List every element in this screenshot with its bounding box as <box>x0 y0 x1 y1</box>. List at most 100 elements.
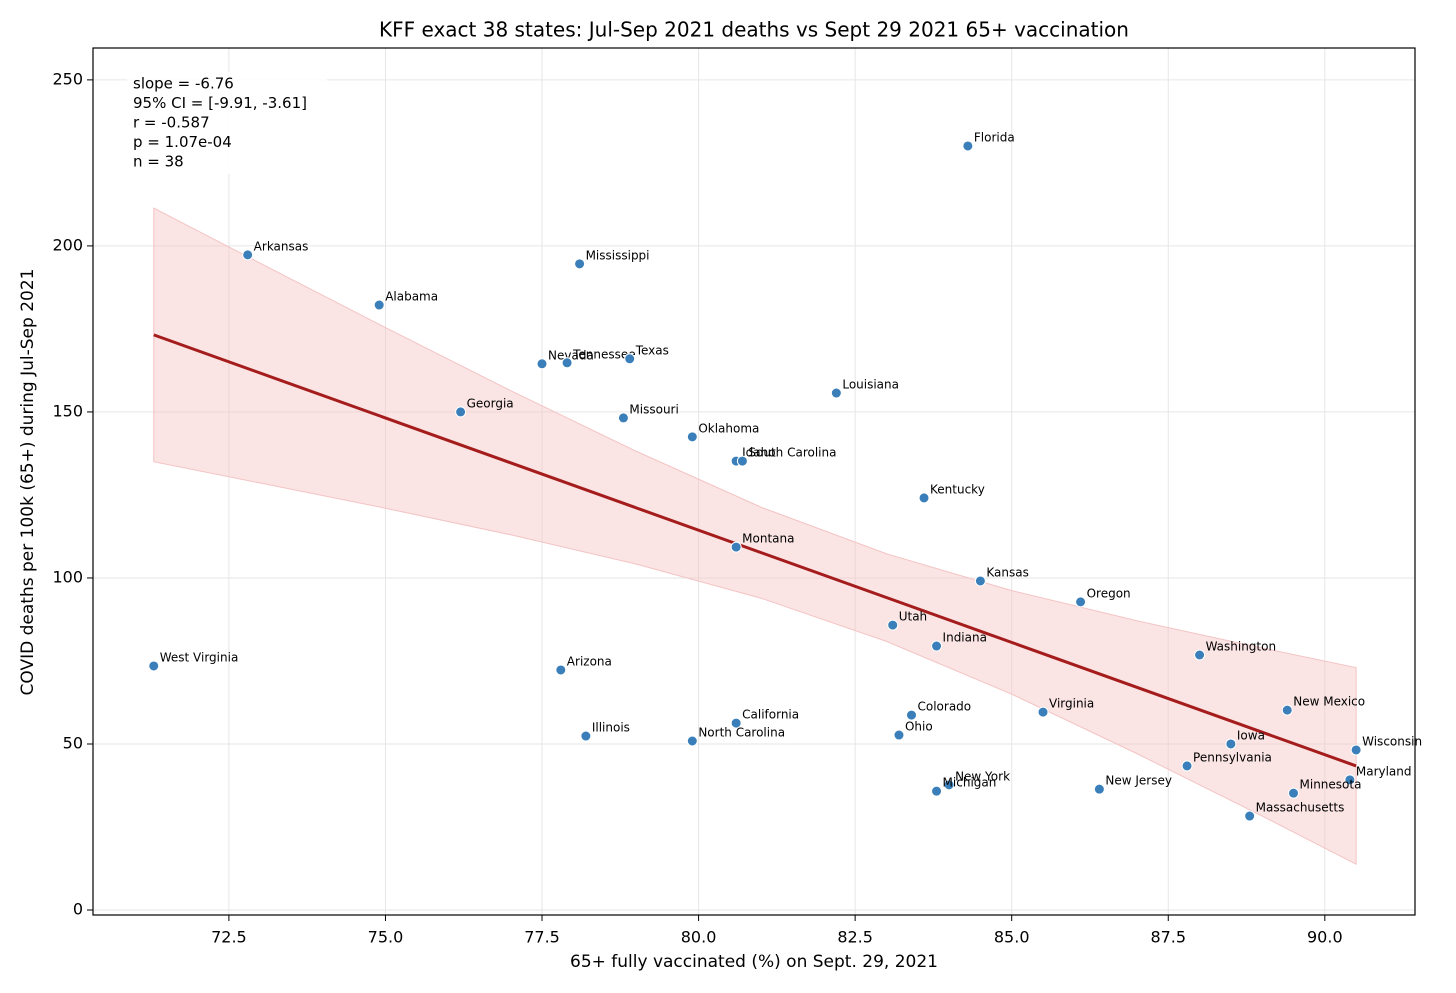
y-tick-label: 250 <box>52 69 83 88</box>
point <box>580 730 592 742</box>
point <box>974 575 986 587</box>
point-label: Alabama <box>385 290 438 304</box>
point-label: New Mexico <box>1293 695 1365 709</box>
point <box>1344 774 1356 786</box>
point-label: Arizona <box>567 654 612 668</box>
x-tick-label: 87.5 <box>1150 928 1186 947</box>
x-tick-label: 75.0 <box>368 928 404 947</box>
point-label: Wisconsin <box>1362 734 1422 748</box>
point <box>1281 704 1293 716</box>
stat-text: r = -0.587 <box>133 114 210 132</box>
point <box>686 735 698 747</box>
point <box>686 431 698 443</box>
point <box>730 541 742 553</box>
stat-text: slope = -6.76 <box>133 75 234 93</box>
point-label: New York <box>955 769 1010 783</box>
y-axis-label: COVID deaths per 100k (65+) during Jul-S… <box>18 269 38 696</box>
point-label: Kentucky <box>930 482 985 496</box>
x-axis-label: 65+ fully vaccinated (%) on Sept. 29, 20… <box>570 952 938 972</box>
point-label: Tennessee <box>572 347 636 361</box>
point <box>574 258 586 270</box>
point <box>893 729 905 741</box>
point <box>242 249 254 261</box>
point <box>887 619 899 631</box>
stat-text: 95% CI = [-9.91, -3.61] <box>133 94 307 112</box>
point-label: Colorado <box>918 700 972 714</box>
point-label: Massachusetts <box>1256 801 1345 815</box>
point <box>918 492 930 504</box>
point <box>617 412 629 424</box>
point-label: West Virginia <box>160 650 239 664</box>
x-tick-label: 90.0 <box>1307 928 1343 947</box>
point-label: Oregon <box>1087 586 1131 600</box>
y-tick-label: 200 <box>52 235 83 254</box>
point-label: Utah <box>899 610 927 624</box>
point-label: Mississippi <box>586 248 650 262</box>
point <box>1181 760 1193 772</box>
y-tick-label: 0 <box>73 900 83 919</box>
point <box>624 353 636 365</box>
point-label: Ohio <box>905 720 933 734</box>
point <box>561 357 573 369</box>
y-tick-label: 100 <box>52 567 83 586</box>
point-label: Montana <box>742 532 794 546</box>
point <box>148 660 160 672</box>
stats-box <box>127 72 327 174</box>
point <box>373 299 385 311</box>
x-tick-label: 77.5 <box>524 928 560 947</box>
point <box>943 779 955 791</box>
point <box>1194 649 1206 661</box>
point <box>1350 744 1362 756</box>
point <box>736 455 748 467</box>
stat-text: p = 1.07e-04 <box>133 133 232 151</box>
y-tick-label: 50 <box>63 733 83 752</box>
point-label: New Jersey <box>1105 774 1172 788</box>
point-label: Iowa <box>1237 728 1265 742</box>
point <box>1037 706 1049 718</box>
point-label: Virginia <box>1049 697 1094 711</box>
point-label: Kansas <box>986 565 1028 579</box>
point <box>830 387 842 399</box>
point <box>1075 596 1087 608</box>
x-tick-label: 82.5 <box>837 928 873 947</box>
point <box>1093 783 1105 795</box>
point-label: Oklahoma <box>698 421 759 435</box>
point <box>1244 810 1256 822</box>
point-label: California <box>742 708 799 722</box>
stat-text: n = 38 <box>133 153 184 171</box>
point <box>931 640 943 652</box>
point-label: South Carolina <box>748 446 836 460</box>
point-label: Louisiana <box>842 378 899 392</box>
point-label: Florida <box>974 130 1015 144</box>
point-label: Texas <box>635 343 669 357</box>
point <box>555 664 567 676</box>
point <box>1288 787 1300 799</box>
confidence-band <box>153 207 1357 866</box>
point-label: Georgia <box>467 396 514 410</box>
point-label: Minnesota <box>1300 778 1362 792</box>
point-label: Nevada <box>548 348 594 362</box>
x-tick-label: 80.0 <box>681 928 717 947</box>
point <box>931 785 943 797</box>
x-tick-label: 85.0 <box>994 928 1030 947</box>
point-label: North Carolina <box>698 726 785 740</box>
chart-title: KFF exact 38 states: Jul-Sep 2021 deaths… <box>379 18 1129 42</box>
point <box>536 358 548 370</box>
point-label: Maryland <box>1356 764 1412 778</box>
plot-frame <box>92 47 1416 916</box>
point-label: Illinois <box>592 721 630 735</box>
point <box>730 717 742 729</box>
point-label: Washington <box>1206 639 1277 653</box>
point <box>455 406 467 418</box>
point <box>962 140 974 152</box>
point-label: Pennsylvania <box>1193 750 1272 764</box>
point-label: Michigan <box>943 776 997 790</box>
y-tick-label: 150 <box>52 401 83 420</box>
regression-line <box>153 333 1357 768</box>
point-label: Arkansas <box>254 239 309 253</box>
point-label: Idaho <box>742 446 775 460</box>
x-tick-label: 72.5 <box>211 928 247 947</box>
point <box>1225 738 1237 750</box>
point-label: Missouri <box>629 402 678 416</box>
